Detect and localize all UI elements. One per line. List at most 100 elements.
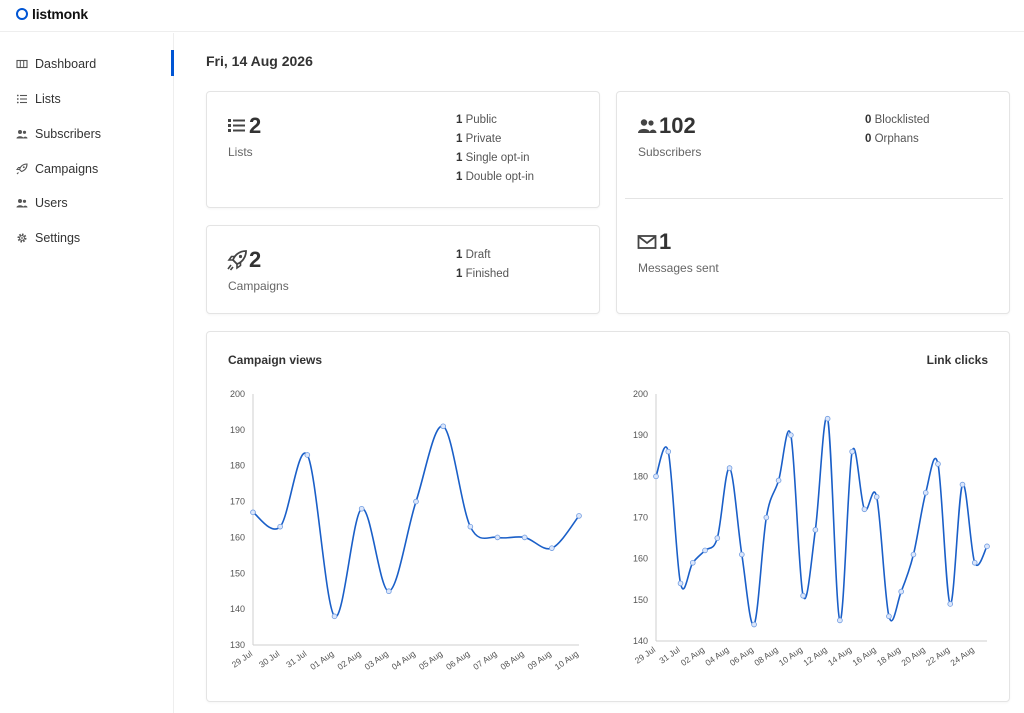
link-clicks-data-point[interactable] <box>971 559 978 566</box>
campaign-views-data-point[interactable] <box>277 523 283 530</box>
sidebar-item-lists[interactable]: Lists <box>0 83 174 115</box>
link-clicks-data-point[interactable] <box>861 506 868 513</box>
logo[interactable]: listmonk <box>16 6 88 22</box>
sidebar-item-dashboard[interactable]: Dashboard <box>0 48 174 80</box>
campaign-views-data-point[interactable] <box>576 513 582 519</box>
link-clicks-data-point[interactable] <box>775 477 782 484</box>
link-clicks-x-tick-label: 22 Aug <box>924 644 952 668</box>
sidebar-item-label: Users <box>35 196 68 210</box>
link-clicks-data-point[interactable] <box>763 514 770 521</box>
link-clicks-y-tick-label: 180 <box>633 471 648 481</box>
link-clicks-data-point[interactable] <box>800 592 806 599</box>
lists-label: Lists <box>228 145 253 159</box>
link-clicks-data-point[interactable] <box>935 461 941 467</box>
campaign-views-series-line <box>252 425 580 618</box>
link-clicks-x-tick-label: 08 Aug <box>752 644 780 668</box>
campaign-views-data-point[interactable] <box>467 523 474 530</box>
detail-item: 1 Single opt-in <box>456 152 530 164</box>
campaign-views-x-tick-label: 01 Aug <box>308 648 336 672</box>
lists-details: 1 Public 1 Private 1 Single opt-in 1 Dou… <box>456 111 534 187</box>
link-clicks-y-tick-label: 170 <box>633 513 648 523</box>
link-clicks-data-point[interactable] <box>824 415 831 422</box>
gear-icon <box>17 233 27 243</box>
campaign-views-y-tick-label: 200 <box>230 389 245 399</box>
link-clicks-data-point[interactable] <box>677 580 684 587</box>
campaign-views-y-tick-label: 170 <box>230 497 245 507</box>
link-clicks-y-tick-label: 150 <box>633 595 648 605</box>
link-clicks-data-point[interactable] <box>739 551 745 558</box>
campaign-views-data-point[interactable] <box>358 505 365 512</box>
link-clicks-data-point[interactable] <box>910 551 917 558</box>
envelope-icon <box>637 235 657 249</box>
link-clicks-data-point[interactable] <box>959 481 966 488</box>
campaign-views-title: Campaign views <box>228 353 323 367</box>
sidebar-item-label: Dashboard <box>35 57 97 71</box>
list-icon <box>16 94 27 104</box>
campaign-views-x-tick-label: 05 Aug <box>417 648 445 672</box>
campaign-views-x-tick-label: 09 Aug <box>526 648 554 672</box>
sidebar-item-label: Settings <box>35 231 81 245</box>
campaign-views-x-tick-label: 07 Aug <box>471 648 499 672</box>
campaign-views-y-tick-label: 180 <box>230 461 245 471</box>
campaign-views-y-tick-label: 190 <box>230 425 245 435</box>
dashboard-main: Fri, 14 Aug 2026 2 Lists 1 Public 1 Priv… <box>175 33 1024 713</box>
link-clicks-data-point[interactable] <box>689 559 696 566</box>
campaign-views-x-tick-label: 02 Aug <box>335 648 363 672</box>
link-clicks-data-point[interactable] <box>849 448 855 455</box>
link-clicks-data-point[interactable] <box>726 465 733 471</box>
link-clicks-data-point[interactable] <box>922 490 929 496</box>
link-clicks-data-point[interactable] <box>812 527 819 533</box>
campaign-views-data-point[interactable] <box>521 534 528 541</box>
subscribers-label: Subscribers <box>638 145 702 159</box>
link-clicks-y-tick-label: 190 <box>633 430 648 440</box>
link-clicks-x-tick-label: 14 Aug <box>826 644 854 668</box>
campaign-views-data-point[interactable] <box>549 545 555 551</box>
campaigns-card[interactable]: 2 Campaigns 1 Draft 1 Finished <box>206 225 600 314</box>
link-clicks-x-tick-label: 16 Aug <box>850 644 878 668</box>
sidebar-item-users[interactable]: Users <box>0 187 174 219</box>
sidebar-item-subscribers[interactable]: Subscribers <box>0 118 174 150</box>
campaign-views-data-point[interactable] <box>331 613 338 620</box>
link-clicks-x-tick-label: 29 Jul <box>633 644 657 665</box>
subscribers-card[interactable]: 102 Subscribers 0 Blocklisted 0 Orphans … <box>616 91 1010 314</box>
link-clicks-x-tick-label: 20 Aug <box>899 644 927 668</box>
link-clicks-data-point[interactable] <box>984 543 990 550</box>
messages-count: 1 <box>659 229 672 254</box>
user-group-icon <box>16 199 28 208</box>
campaign-views-data-point[interactable] <box>250 509 256 516</box>
link-clicks-data-point[interactable] <box>898 588 904 595</box>
sidebar: Dashboard Lists Subscribers Campaigns <box>0 33 174 713</box>
campaign-views-data-point[interactable] <box>304 452 311 458</box>
link-clicks-data-point[interactable] <box>873 494 880 500</box>
link-clicks-x-tick-label: 10 Aug <box>777 644 805 668</box>
campaign-views-chart: 130 140 150 160 170 180 190 200 29 Jul 30 Jul 31 J… <box>230 389 582 672</box>
detail-item: 0 Blocklisted <box>865 114 930 126</box>
dashboard-icon <box>16 59 28 69</box>
link-clicks-data-point[interactable] <box>653 473 659 480</box>
link-clicks-y-tick-label: 200 <box>633 389 648 399</box>
link-clicks-data-point[interactable] <box>788 432 794 438</box>
page-title-date: Fri, 14 Aug 2026 <box>206 53 313 69</box>
detail-item: 1 Public <box>456 114 497 126</box>
link-clicks-data-point[interactable] <box>947 601 954 607</box>
link-clicks-data-point[interactable] <box>665 448 672 455</box>
campaign-views-data-point[interactable] <box>494 534 501 541</box>
subscribers-details: 0 Blocklisted 0 Orphans <box>865 111 930 149</box>
campaign-views-x-tick-label: 31 Jul <box>284 648 308 669</box>
link-clicks-data-point[interactable] <box>837 617 843 624</box>
campaign-views-data-point[interactable] <box>386 588 392 595</box>
link-clicks-title: Link clicks <box>926 353 988 367</box>
campaign-views-data-point[interactable] <box>440 423 446 430</box>
sidebar-item-settings[interactable]: Settings <box>0 222 174 254</box>
campaigns-count: 2 <box>249 247 262 272</box>
link-clicks-data-point[interactable] <box>886 613 892 620</box>
campaign-views-data-point[interactable] <box>413 498 419 505</box>
sidebar-item-label: Subscribers <box>35 127 101 141</box>
campaign-views-x-tick-label: 29 Jul <box>230 648 254 669</box>
link-clicks-data-point[interactable] <box>702 547 708 554</box>
sidebar-item-campaigns[interactable]: Campaigns <box>0 153 174 185</box>
link-clicks-data-point[interactable] <box>751 621 757 628</box>
link-clicks-data-point[interactable] <box>714 535 721 541</box>
lists-card[interactable]: 2 Lists 1 Public 1 Private 1 Single opt-… <box>206 91 600 208</box>
